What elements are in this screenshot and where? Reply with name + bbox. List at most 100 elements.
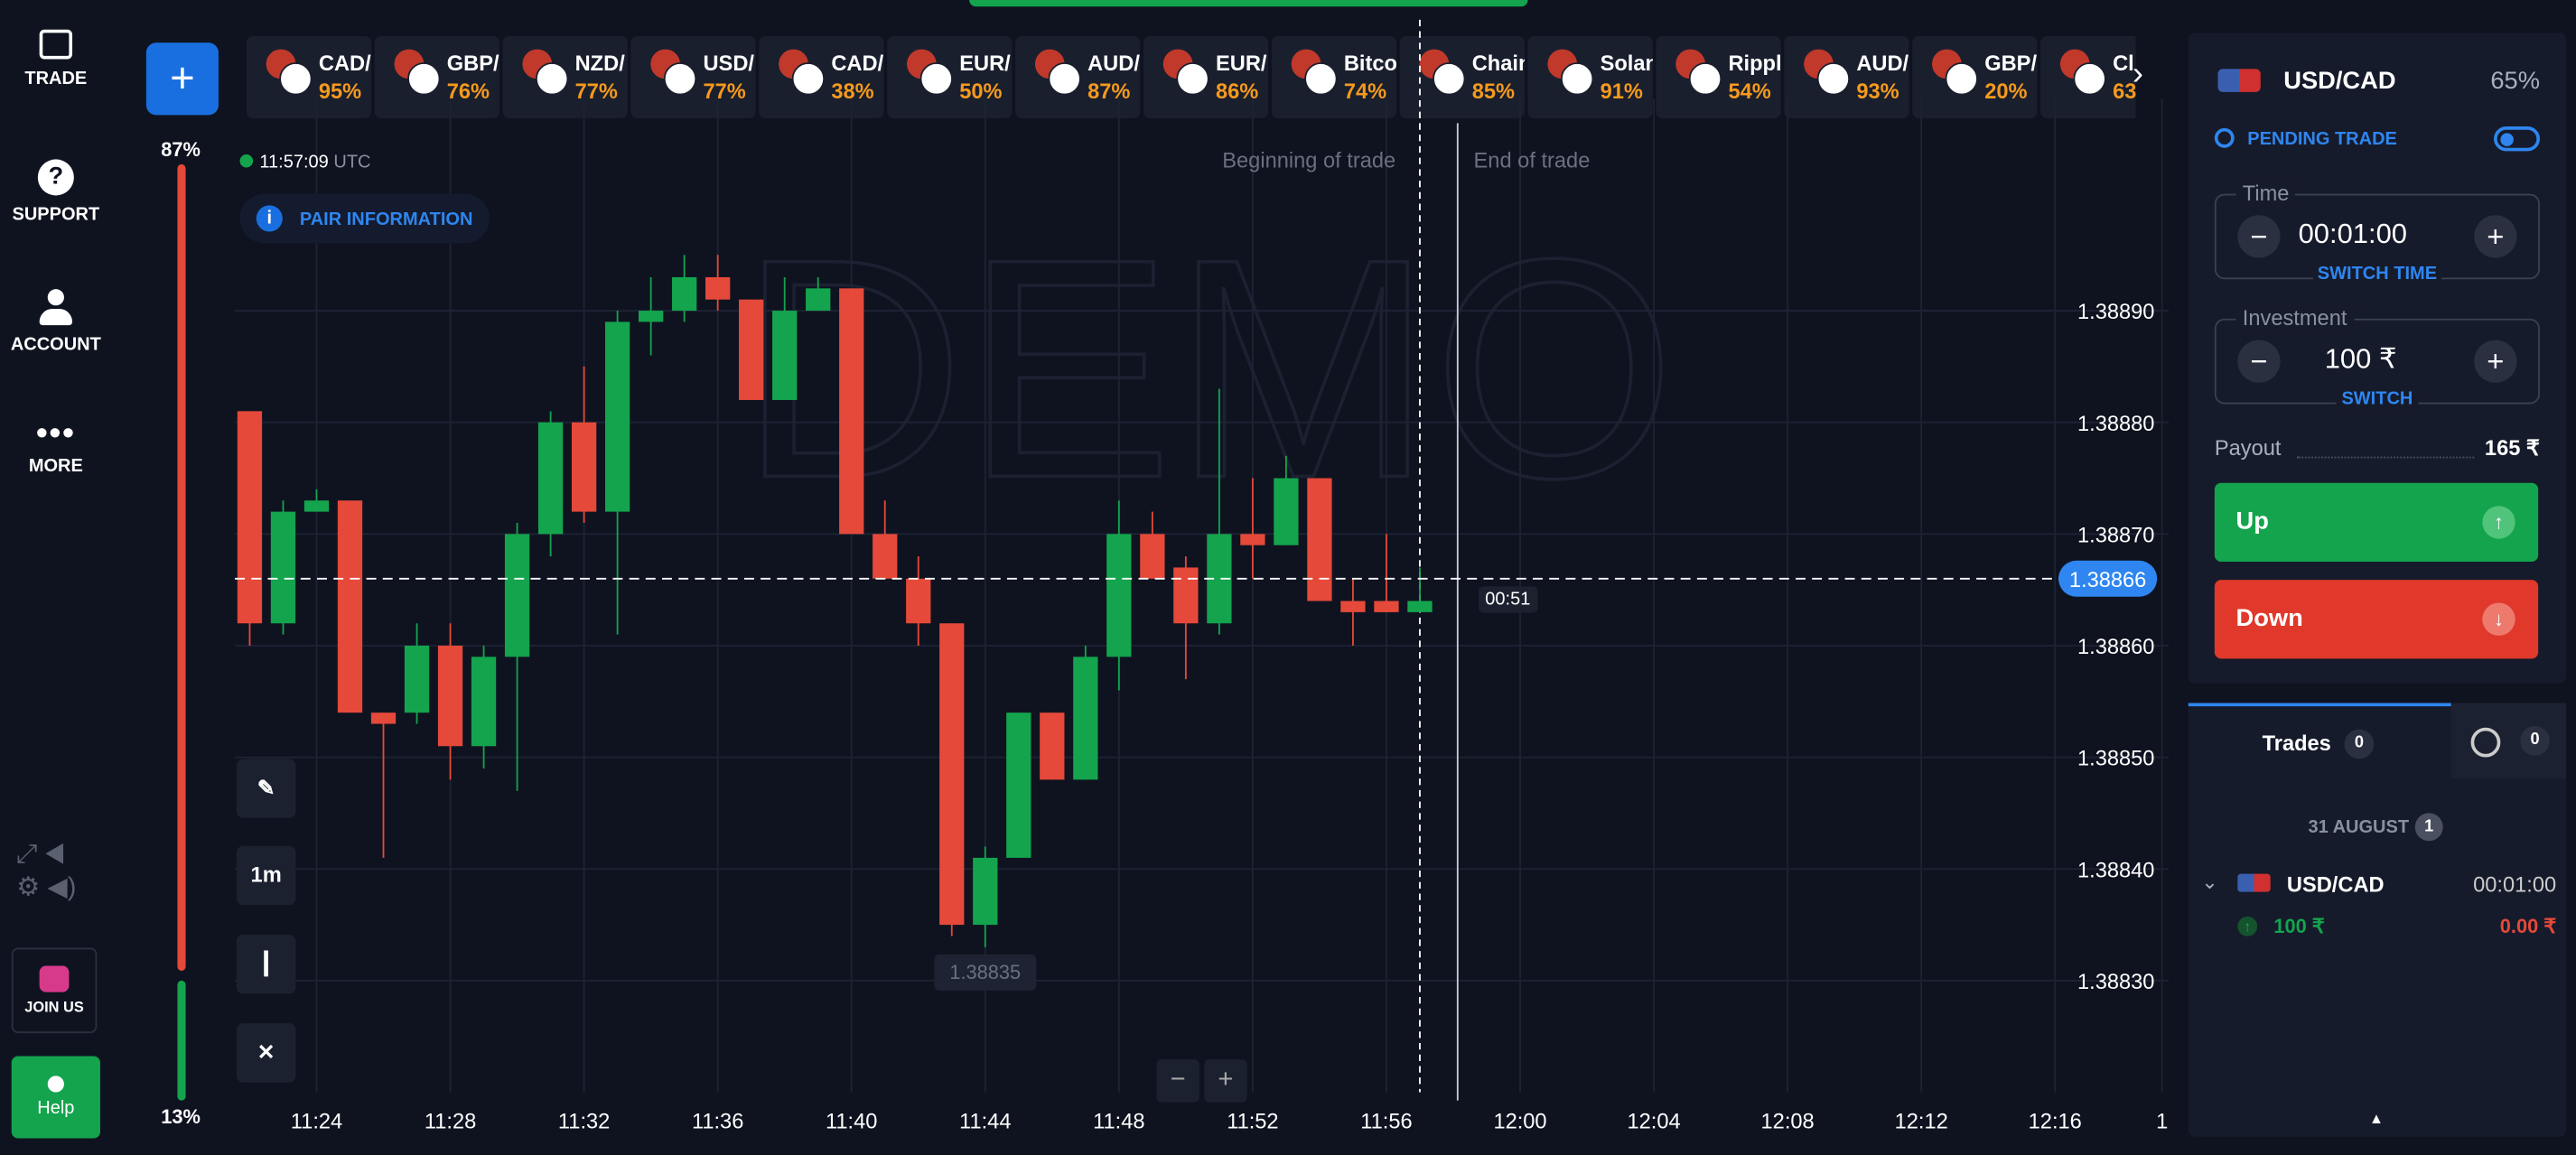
y-tick-label: 1.38830 bbox=[2077, 971, 2154, 994]
time-plus[interactable]: + bbox=[2474, 215, 2517, 258]
clock-icon bbox=[2470, 727, 2501, 758]
beginning-label: Beginning of trade bbox=[1222, 147, 1396, 172]
investment-value: 100 ₹ bbox=[2324, 343, 2397, 375]
price-label: 1.38866 bbox=[2069, 569, 2146, 592]
time-label: Time bbox=[2235, 181, 2296, 206]
nav-support[interactable]: ? SUPPORT bbox=[0, 159, 112, 225]
switch-time[interactable]: SWITCH TIME bbox=[2312, 264, 2442, 284]
nav-trade[interactable]: TRADE bbox=[0, 29, 112, 89]
down-button[interactable]: Down ↓ bbox=[2214, 580, 2539, 659]
nav-account[interactable]: ACCOUNT bbox=[0, 289, 112, 355]
time-value: 00:01:00 bbox=[2298, 218, 2408, 250]
ticker-item[interactable]: GBP/20% bbox=[1912, 36, 2038, 118]
ticker: CAD/95% GBP/76% NZD/77% USD/77% CAD/38% EUR/5… bbox=[246, 36, 2136, 118]
investment-plus[interactable]: + bbox=[2474, 340, 2517, 383]
pending-toggle[interactable] bbox=[2494, 126, 2540, 152]
candle-body bbox=[973, 857, 998, 926]
indicator-tool[interactable]: ✕ bbox=[236, 1023, 296, 1083]
sentiment-up-label: 87% bbox=[161, 137, 201, 162]
payout-value: 165 ₹ bbox=[2484, 435, 2540, 461]
ticker-flag bbox=[1688, 62, 1722, 96]
y-tick-label: 1.38860 bbox=[2077, 636, 2154, 659]
up-button[interactable]: Up ↑ bbox=[2214, 482, 2539, 563]
ticker-item[interactable]: CAD/38% bbox=[759, 36, 884, 118]
candle-body bbox=[806, 288, 831, 312]
ticker-flag bbox=[407, 62, 441, 96]
join-us[interactable]: JOIN US bbox=[11, 947, 98, 1034]
investment-minus[interactable]: − bbox=[2237, 340, 2281, 383]
ticker-pair: Cl bbox=[2113, 51, 2134, 76]
ticker-next[interactable]: › bbox=[2132, 55, 2144, 92]
switch-currency[interactable]: SWITCH bbox=[2336, 389, 2418, 409]
zoom-out[interactable]: − bbox=[1156, 1059, 1199, 1103]
ticker-pair: Solan bbox=[1600, 51, 1653, 76]
candle-body bbox=[638, 311, 664, 322]
chart-type-tool[interactable]: ┃ bbox=[236, 934, 296, 994]
ticker-payout: 54% bbox=[1728, 79, 1771, 104]
ticker-item[interactable]: CAD/95% bbox=[246, 36, 372, 118]
investment-label: Investment bbox=[2235, 305, 2354, 331]
candle-body bbox=[571, 422, 597, 512]
trades-panel: Trades 0 0 31 AUGUST 1 ⌄ USD/CAD 00:01:0… bbox=[2188, 703, 2567, 1137]
account-icon bbox=[39, 289, 73, 326]
zoom-in[interactable]: + bbox=[1204, 1059, 1247, 1103]
ticker-pair: Chain bbox=[1471, 51, 1525, 76]
trade-amount: 100 ₹ bbox=[2273, 915, 2325, 938]
x-tick-label: 11:24 bbox=[291, 1111, 342, 1134]
social-icon bbox=[39, 965, 70, 992]
clock: 11:57:09 UTC bbox=[239, 153, 371, 172]
ticker-item[interactable]: GBP/76% bbox=[374, 36, 499, 118]
pending-tab[interactable]: 0 bbox=[2450, 703, 2567, 779]
nav-label: TRADE bbox=[24, 69, 88, 89]
ticker-item[interactable]: AUD/87% bbox=[1015, 36, 1141, 118]
ticker-flag bbox=[279, 62, 313, 96]
ticker-item[interactable]: AUD/93% bbox=[1784, 36, 1909, 118]
collapse-icon[interactable]: ▲ bbox=[2368, 1110, 2385, 1127]
candle-body bbox=[1374, 601, 1399, 612]
ticker-payout: 77% bbox=[574, 79, 618, 104]
ticker-flag bbox=[663, 62, 697, 96]
ticker-item[interactable]: EUR/50% bbox=[887, 36, 1013, 118]
x-tick-label: 11:48 bbox=[1093, 1111, 1144, 1134]
x-tick-label: 11:40 bbox=[826, 1111, 877, 1134]
expand-icon[interactable]: ⌄ bbox=[2201, 871, 2218, 894]
timer: 00:51 bbox=[1478, 586, 1537, 613]
ticker-item[interactable]: USD/77% bbox=[630, 36, 756, 118]
ticker-item[interactable]: Rippl 54% bbox=[1656, 36, 1781, 118]
ticker-item[interactable]: EUR/86% bbox=[1143, 36, 1269, 118]
ticker-item[interactable]: Cl 63% bbox=[2040, 36, 2136, 118]
help-icon bbox=[47, 1076, 64, 1093]
ticker-payout: 93% bbox=[1856, 79, 1899, 104]
candle-body bbox=[1274, 478, 1299, 545]
up-icon: ↑ bbox=[2482, 506, 2515, 539]
clock-zone: UTC bbox=[333, 153, 371, 172]
ticker-payout: 91% bbox=[1600, 79, 1643, 104]
ticker-item[interactable]: NZD/77% bbox=[502, 36, 628, 118]
info-icon: i bbox=[256, 204, 283, 232]
ticker-flag bbox=[1816, 62, 1851, 96]
help-button[interactable]: Help bbox=[11, 1056, 100, 1139]
ticker-flag bbox=[535, 62, 569, 96]
draw-tool[interactable]: ✎ bbox=[236, 759, 296, 818]
trade-result: 0.00 ₹ bbox=[2499, 915, 2557, 938]
candle-body bbox=[1106, 534, 1132, 657]
time-box: Time − 00:01:00 + SWITCH TIME bbox=[2214, 181, 2540, 284]
ticker-item[interactable]: Bitcoi 74% bbox=[1271, 36, 1397, 118]
top-banner bbox=[969, 0, 1528, 7]
add-chart-button[interactable]: + bbox=[145, 42, 219, 116]
trades-tab[interactable]: Trades 0 bbox=[2188, 703, 2451, 778]
ticker-payout: 95% bbox=[318, 79, 362, 104]
ticker-flag bbox=[1433, 62, 1466, 96]
candle-body bbox=[337, 500, 363, 713]
pair-info-button[interactable]: i PAIR INFORMATION bbox=[239, 193, 490, 244]
nav-label: ACCOUNT bbox=[10, 335, 101, 355]
x-tick-label: 12:08 bbox=[1761, 1111, 1815, 1134]
nav-label: MORE bbox=[28, 456, 83, 477]
candle-body bbox=[939, 623, 965, 926]
time-minus[interactable]: − bbox=[2237, 215, 2281, 258]
sidebar-icons[interactable]: ⤢ ◀ ⚙ ◀) bbox=[16, 841, 77, 902]
timeframe-tool[interactable]: 1m bbox=[236, 845, 296, 906]
candle-body bbox=[237, 411, 263, 624]
ticker-item[interactable]: Solan 91% bbox=[1527, 36, 1653, 118]
trade-panel: USD/CAD 65% PENDING TRADE Time − 00:01:0… bbox=[2188, 33, 2567, 684]
